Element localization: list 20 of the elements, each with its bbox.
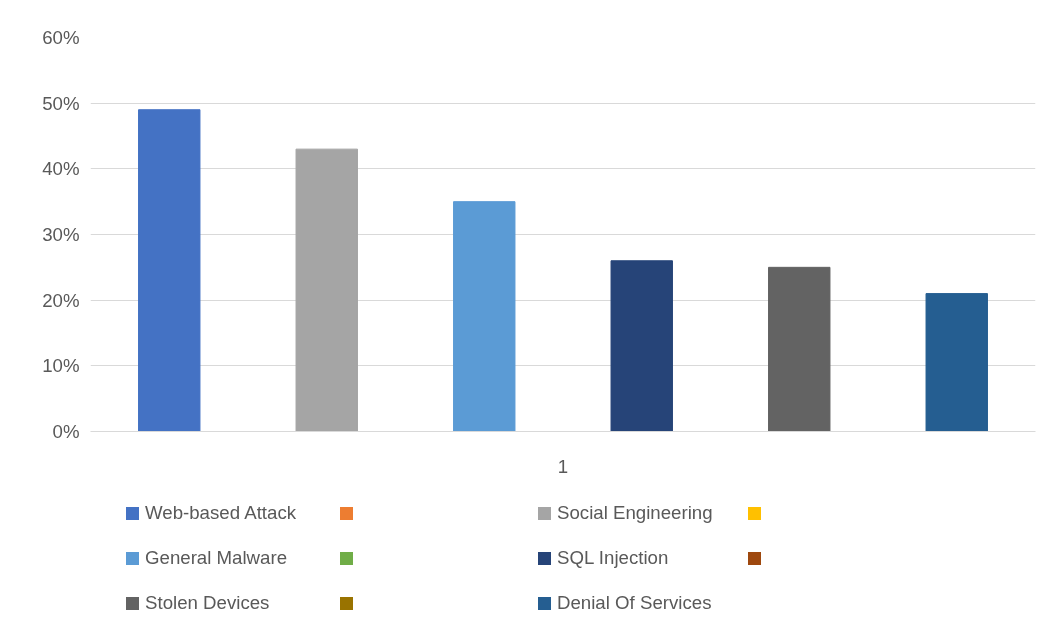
- y-tick-label: 0%: [52, 421, 80, 442]
- legend-label: Social Engineering: [557, 502, 713, 523]
- legend-label: SQL Injection: [557, 547, 669, 568]
- legend-label: General Malware: [145, 547, 288, 568]
- y-tick-label: 30%: [42, 224, 80, 245]
- y-tick-label: 40%: [42, 158, 80, 180]
- bar: [610, 260, 673, 432]
- legend-label: Web-based Attack: [145, 502, 297, 523]
- bar: [925, 293, 988, 432]
- y-tick-label: 20%: [42, 289, 80, 311]
- bar: [138, 109, 201, 432]
- y-tick-label: 60%: [42, 27, 80, 48]
- legend-label: Stolen Devices: [145, 592, 270, 613]
- bar: [453, 201, 516, 432]
- bar: [295, 148, 358, 432]
- legend-label: Denial Of Services: [557, 592, 712, 613]
- y-tick-label: 10%: [42, 355, 80, 377]
- x-tick-label: 1: [557, 455, 569, 477]
- bar: [768, 266, 831, 432]
- y-tick-label: 50%: [42, 92, 80, 114]
